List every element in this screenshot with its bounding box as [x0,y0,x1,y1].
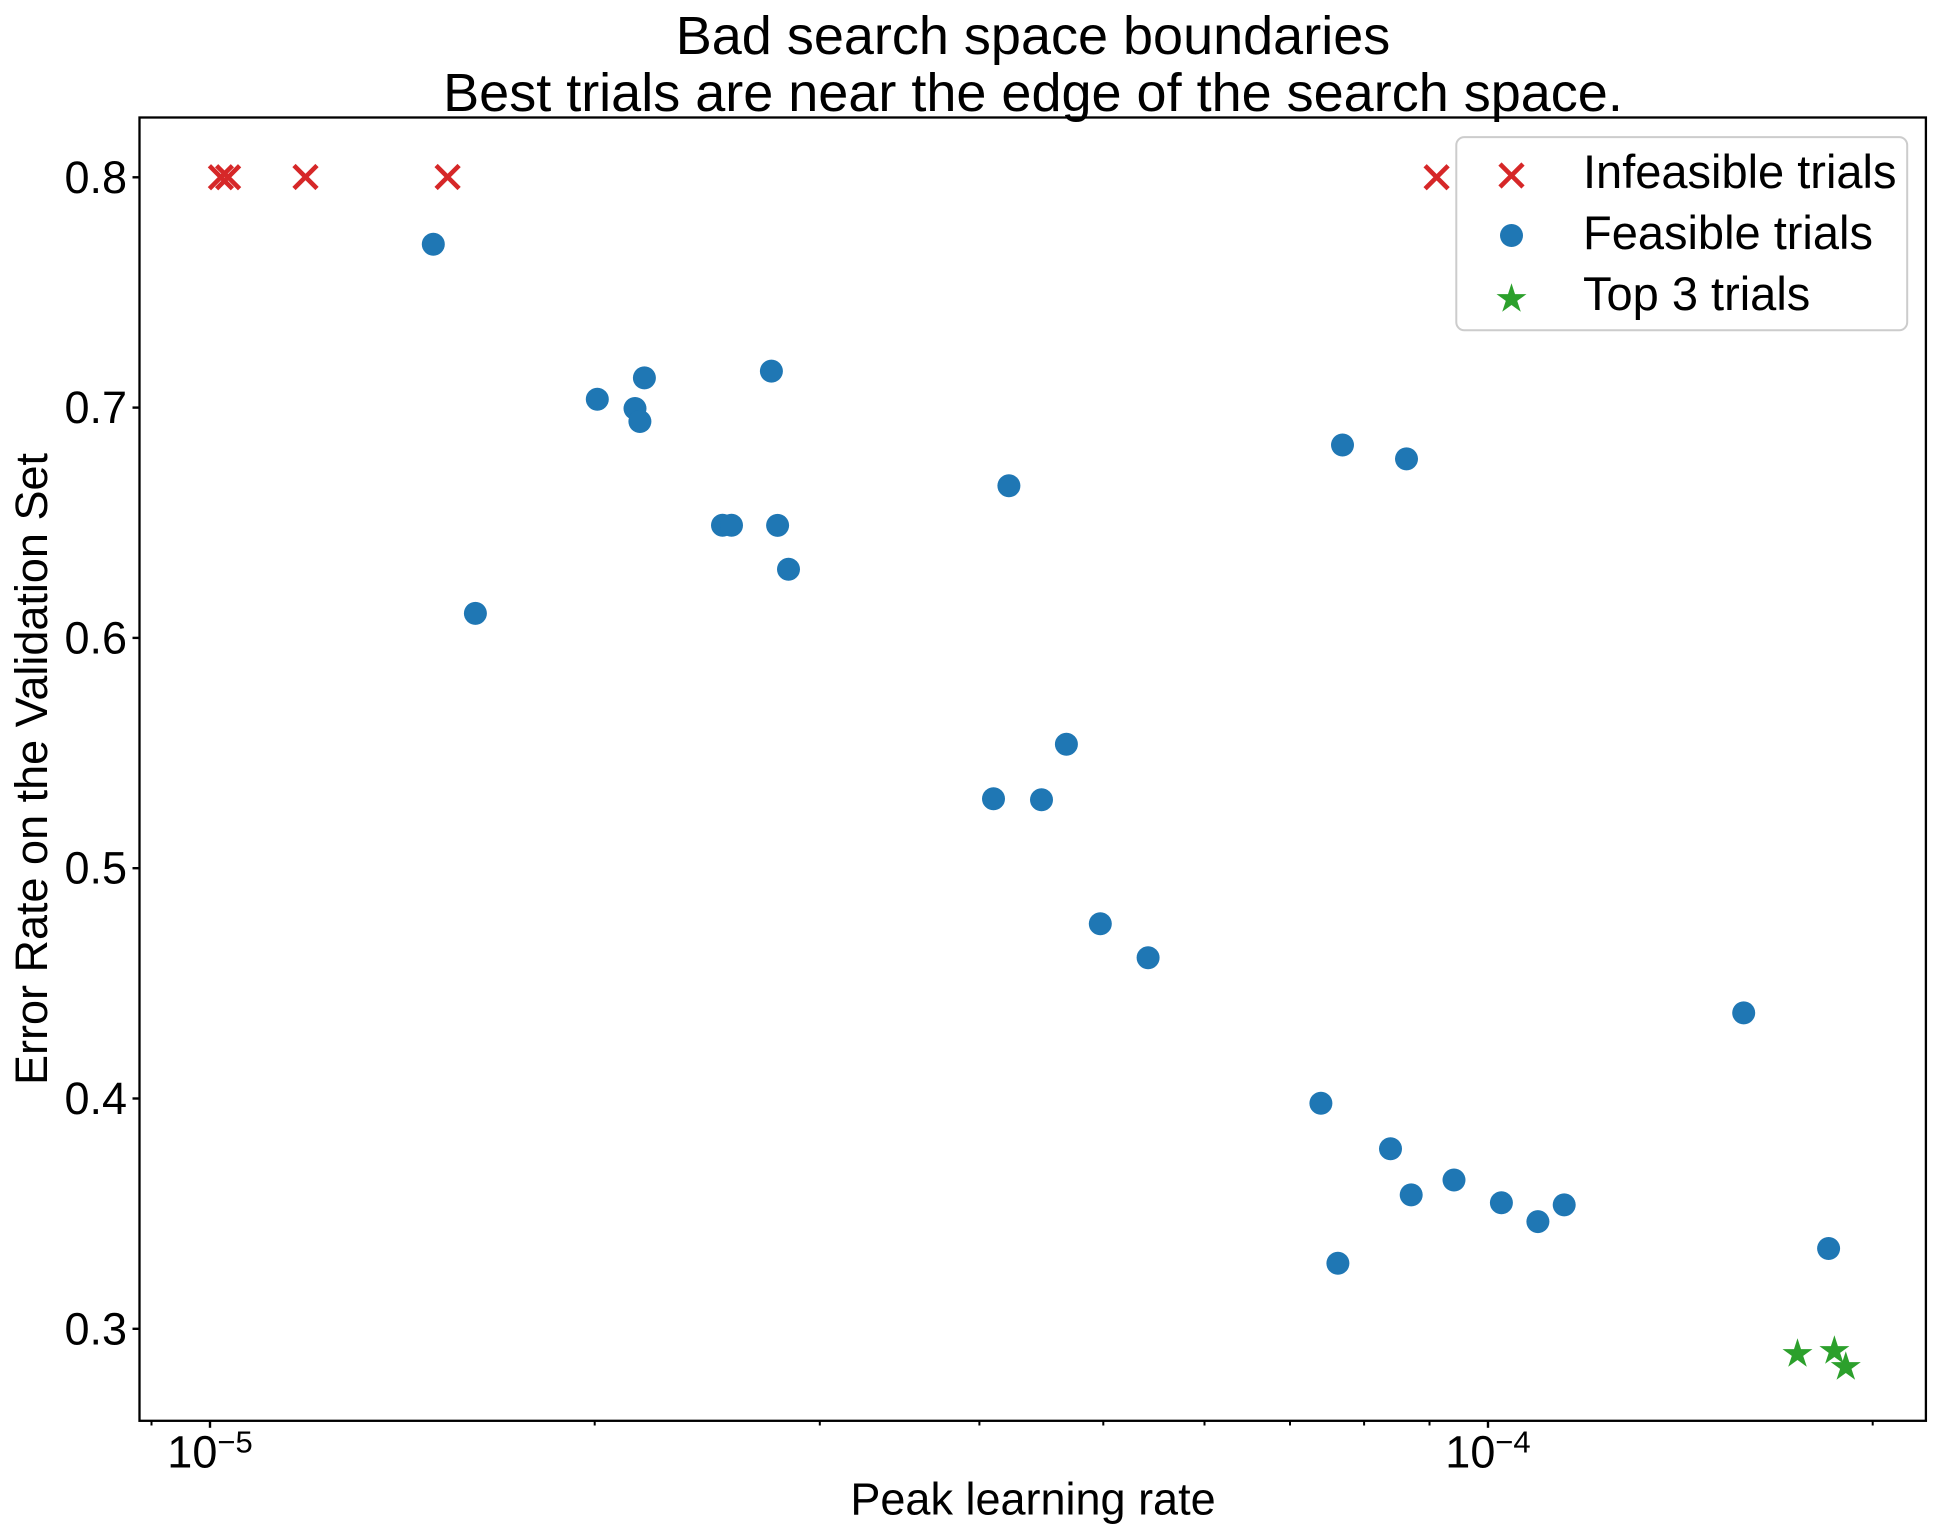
svg-text:Error Rate on the Validation S: Error Rate on the Validation Set [6,452,57,1085]
svg-text:0.5: 0.5 [64,843,127,894]
svg-text:10: 10 [167,1427,217,1478]
svg-text:−5: −5 [217,1425,252,1460]
svg-text:0.7: 0.7 [64,382,127,433]
svg-text:0.8: 0.8 [64,152,127,203]
svg-text:Peak learning rate: Peak learning rate [850,1473,1215,1524]
svg-text:Infeasible trials: Infeasible trials [1583,145,1897,198]
svg-text:−4: −4 [1495,1425,1530,1460]
svg-text:0.6: 0.6 [64,612,127,663]
svg-text:Feasible trials: Feasible trials [1583,206,1873,259]
svg-text:10: 10 [1445,1427,1495,1478]
svg-text:Best trials are near the edge: Best trials are near the edge of the sea… [443,63,1623,123]
svg-text:Top 3 trials: Top 3 trials [1583,267,1810,320]
svg-text:Bad search space boundaries: Bad search space boundaries [676,6,1390,66]
svg-text:0.3: 0.3 [64,1303,127,1354]
svg-text:0.4: 0.4 [64,1073,127,1124]
